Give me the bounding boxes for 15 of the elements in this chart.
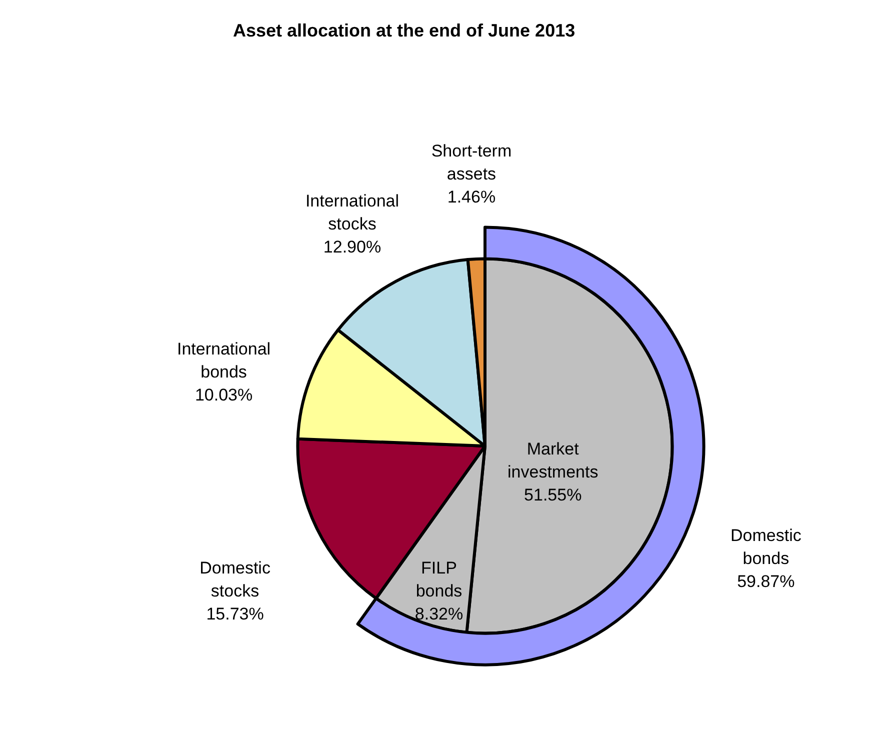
slice-label: Short-term assets <box>431 141 512 184</box>
data-label: 15.73% <box>206 604 264 624</box>
data-label: 12.90% <box>323 237 382 256</box>
slice-label: Market investments <box>508 439 598 482</box>
slice-label: FILP bonds <box>416 558 462 601</box>
slice-label: International stocks <box>305 191 400 234</box>
chart-title: Asset allocation at the end of June 2013 <box>233 20 576 40</box>
data-label: 8.32% <box>414 604 464 624</box>
slice-label: International bonds <box>176 340 271 382</box>
data-label: 59.87% <box>737 572 795 592</box>
data-label: 1.46% <box>447 187 496 206</box>
slice-label: Domestic stocks <box>200 558 271 601</box>
data-label: 51.55% <box>524 485 582 504</box>
data-label: 10.03% <box>194 386 253 405</box>
slice-label: Domestic bonds <box>730 526 802 568</box>
